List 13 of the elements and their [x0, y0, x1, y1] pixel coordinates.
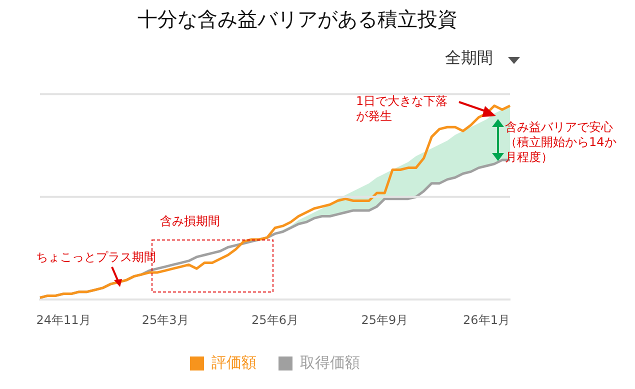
annotation: 含み損期間 [160, 214, 220, 229]
x-tick-label: 25年9月 [361, 312, 408, 327]
x-tick-label: 25年6月 [252, 312, 298, 327]
annotation: 含み益バリアで安心（積立開始から14か月程度） [505, 120, 618, 165]
legend-label: 取得価額 [300, 353, 360, 372]
legend-label: 評価額 [212, 353, 256, 372]
x-tick-label: 26年1月 [463, 312, 510, 327]
chart-title: 十分な含み益バリアがある積立投資 [136, 6, 458, 33]
x-tick-label: 24年11月 [36, 312, 91, 327]
annotation: 1日で大きな下落が発生 [356, 94, 449, 124]
text: 全期間 [445, 48, 493, 68]
annotation: ちょこっとプラス期間 [36, 250, 156, 265]
x-tick-label: 25年3月 [142, 312, 189, 327]
